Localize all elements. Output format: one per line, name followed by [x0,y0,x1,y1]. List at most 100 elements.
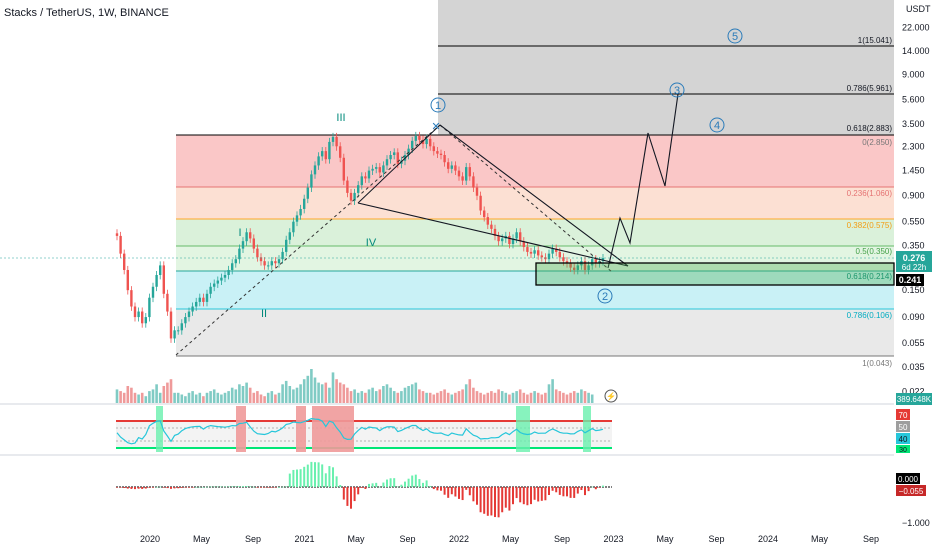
macd-bar [252,486,255,488]
candle-body [547,253,551,260]
volume-bar [392,391,396,403]
candle-body [367,170,371,179]
volume-bar [281,384,284,403]
candle-body [551,248,554,254]
volume-bar [140,392,144,403]
volume-bar [202,396,205,403]
macd-bar [249,486,252,487]
candle-body [533,250,536,254]
macd-bar [134,487,136,490]
macd-bar [188,487,190,488]
macd-bar [155,486,158,488]
volume-bar [130,387,133,403]
macd-bar [555,487,558,493]
macd-bar [357,487,360,495]
wave-circle-4: 4 [709,117,725,133]
candle-body [454,165,457,171]
macd-bar [306,464,309,487]
volume-bar [252,392,256,403]
volume-bar [216,392,220,403]
time-tick: May [811,534,829,544]
candle-body [177,330,180,332]
wave-label-i: I [238,227,241,239]
rsi-axis: 70 50 40 30 [896,409,910,454]
time-tick: 2020 [140,534,160,544]
macd-bar [123,487,126,489]
volume-bar [234,389,238,403]
candle-body [457,170,461,177]
lightning-icon: ⚡ [604,389,618,403]
macd-bar [353,487,356,502]
candle-body [591,259,594,266]
macd-bar [220,486,223,488]
rsi-pane [116,406,612,452]
macd-bar [540,487,543,501]
volume-bar [335,379,338,403]
macd-bar [468,487,471,496]
time-tick: 2023 [603,534,623,544]
candle-body [414,135,417,141]
price-tick: 5.600 [902,94,925,104]
volume-bar [446,392,450,403]
volume-bar [162,386,166,403]
candle-body [342,157,345,181]
macd-bar [267,487,270,488]
macd-bar [317,462,320,487]
svg-text:50: 50 [899,423,908,432]
macd-bar [119,487,122,488]
time-tick: Sep [399,534,415,544]
svg-text:⚡: ⚡ [606,391,616,401]
volume-bar [482,394,486,403]
volume-bar [155,384,158,403]
volume-bar [227,391,230,403]
fib-label: 0.236(1.060) [847,189,893,198]
macd-bar [274,487,277,488]
volume-bar [486,392,490,403]
trendline-dashed-1 [175,124,441,356]
volume-bar [396,392,400,403]
svg-text:6d 22h: 6d 22h [902,263,926,272]
macd-bar [472,487,475,502]
candle-body [439,153,443,155]
macd-bar [209,486,212,488]
candle-body [335,136,338,147]
volume-bar [137,394,140,403]
volume-bar [356,392,360,403]
fib-band-05-0618 [176,246,894,271]
candle-body [562,257,565,262]
svg-text:30: 30 [899,447,907,454]
macd-bar [177,487,180,489]
candle-body [191,306,194,312]
candle-body [155,275,158,287]
time-tick: Sep [708,534,724,544]
volume-bar [360,391,364,403]
fib-band-0-0236 [176,135,894,187]
candle-body [497,235,500,242]
candle-body [371,168,374,171]
macd-bar [141,487,144,489]
time-tick: 2024 [758,534,778,544]
candle-body [429,138,432,147]
candle-body [288,232,291,240]
macd-bar [321,464,324,487]
macd-bar [202,486,205,488]
svg-text:0.241: 0.241 [899,275,922,285]
candle-body [299,208,302,216]
candle-body [209,286,212,294]
time-tick: May [502,534,520,544]
volume-bar [554,389,558,403]
volume-bar [238,384,241,403]
candle-body [263,261,266,266]
volume-bar [515,391,518,403]
candle-body [472,176,475,188]
macd-bar [346,487,349,506]
candle-body [598,261,601,264]
fib-label: 0.382(0.575) [847,221,893,230]
candle-body [324,151,327,160]
volume-series [115,369,594,403]
time-tick: 2022 [449,534,469,544]
candle-body [443,154,446,163]
fib-band-0382-05 [176,219,894,246]
